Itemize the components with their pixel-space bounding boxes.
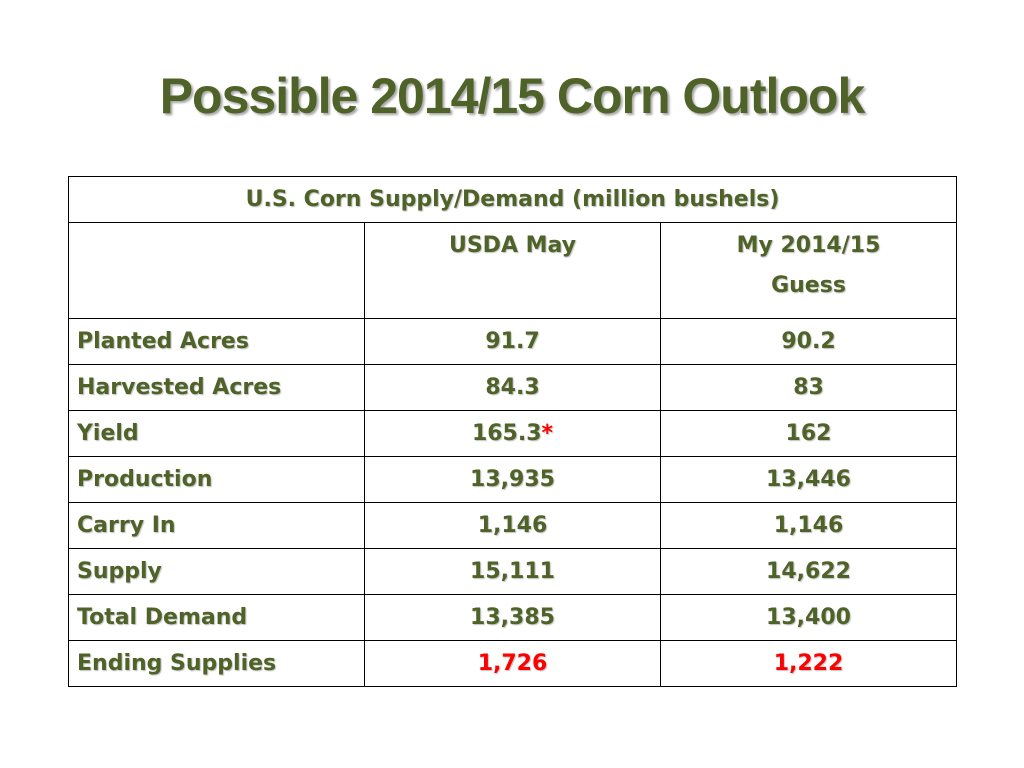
row-label-yield: Yield: [68, 410, 365, 457]
table-header-row: USDA May My 2014/15 Guess: [68, 222, 957, 319]
yield-footnote-asterisk: *: [541, 421, 554, 446]
table-caption-row: U.S. Corn Supply/Demand (million bushels…: [68, 176, 957, 223]
guess-carry-in: 1,146: [660, 502, 957, 549]
usda-production: 13,935: [364, 456, 661, 503]
row-label-planted-acres: Planted Acres: [68, 318, 365, 365]
guess-total-demand: 13,400: [660, 594, 957, 641]
header-my-guess-line2: Guess: [771, 273, 846, 298]
usda-ending-supplies: 1,726: [364, 640, 661, 687]
header-blank-cell: [68, 222, 365, 319]
usda-harvested-acres: 84.3: [364, 364, 661, 411]
table-row: Planted Acres 91.7 90.2: [68, 318, 957, 365]
usda-total-demand: 13,385: [364, 594, 661, 641]
usda-supply: 15,111: [364, 548, 661, 595]
supply-demand-table: U.S. Corn Supply/Demand (million bushels…: [68, 176, 957, 687]
table-row: Yield 165.3* 162: [68, 410, 957, 457]
slide-title: Possible 2014/15 Corn Outlook: [159, 68, 866, 124]
guess-yield: 162: [660, 410, 957, 457]
guess-planted-acres: 90.2: [660, 318, 957, 365]
row-label-harvested-acres: Harvested Acres: [68, 364, 365, 411]
usda-planted-acres: 91.7: [364, 318, 661, 365]
row-label-carry-in: Carry In: [68, 502, 365, 549]
table-row: Supply 15,111 14,622: [68, 548, 957, 595]
guess-supply: 14,622: [660, 548, 957, 595]
table-caption: U.S. Corn Supply/Demand (million bushels…: [68, 176, 957, 223]
header-my-guess: My 2014/15 Guess: [660, 222, 957, 319]
table-row: Total Demand 13,385 13,400: [68, 594, 957, 641]
table-row: Production 13,935 13,446: [68, 456, 957, 503]
table-row: Carry In 1,146 1,146: [68, 502, 957, 549]
header-usda-may: USDA May: [364, 222, 661, 319]
guess-harvested-acres: 83: [660, 364, 957, 411]
header-my-guess-line1: My 2014/15: [736, 233, 881, 258]
table-row: Harvested Acres 84.3 83: [68, 364, 957, 411]
row-label-supply: Supply: [68, 548, 365, 595]
row-label-ending-supplies: Ending Supplies: [68, 640, 365, 687]
row-label-production: Production: [68, 456, 365, 503]
table-row: Ending Supplies 1,726 1,222: [68, 640, 957, 687]
guess-ending-supplies: 1,222: [660, 640, 957, 687]
guess-production: 13,446: [660, 456, 957, 503]
row-label-total-demand: Total Demand: [68, 594, 365, 641]
usda-yield-value: 165.3: [471, 421, 542, 446]
usda-yield: 165.3*: [364, 410, 661, 457]
usda-carry-in: 1,146: [364, 502, 661, 549]
